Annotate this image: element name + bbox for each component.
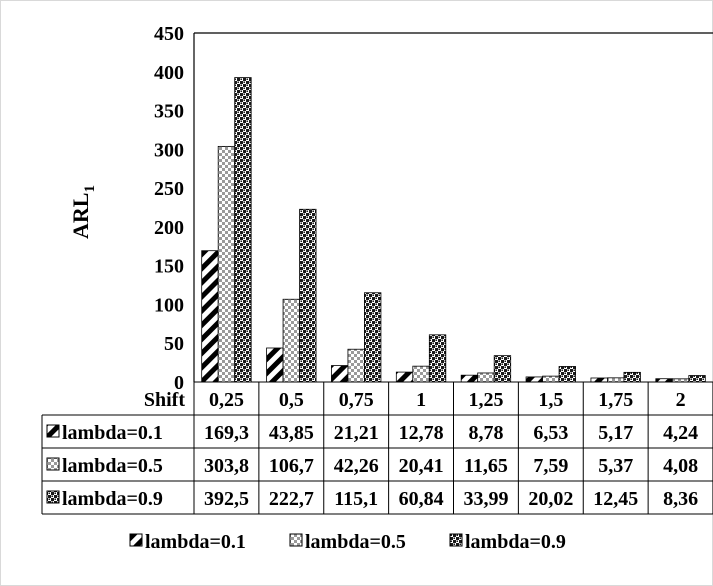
table-row-swatch bbox=[46, 424, 60, 438]
bar-lambda-0-5 bbox=[607, 377, 625, 383]
bar-lambda-0-1 bbox=[525, 376, 543, 383]
table-cell: 169,3 bbox=[204, 422, 249, 444]
bar-lambda-0-5 bbox=[542, 375, 560, 383]
bar-lambda-0-5 bbox=[477, 372, 495, 383]
category-label: 1,75 bbox=[598, 389, 633, 411]
bar-lambda-0-5 bbox=[217, 145, 236, 383]
bar-lambda-0-5 bbox=[282, 298, 300, 383]
table-cell: 20,02 bbox=[528, 488, 573, 510]
bar-lambda-0-1 bbox=[331, 365, 349, 383]
table-cell: 43,85 bbox=[269, 422, 314, 444]
table-row-label: lambda=0.9 bbox=[62, 488, 163, 510]
y-tick-label: 400 bbox=[154, 62, 184, 84]
bar-lambda-0-1 bbox=[460, 374, 479, 383]
table-cell: 8,36 bbox=[663, 488, 698, 510]
table-cell: 12,78 bbox=[399, 422, 444, 444]
y-axis-title-subscript: 1 bbox=[82, 185, 98, 193]
y-axis-title-main: ARL bbox=[68, 193, 93, 239]
table-cell: 4,24 bbox=[663, 422, 698, 444]
table-cell: 5,37 bbox=[598, 455, 633, 477]
table-cell: 21,21 bbox=[334, 422, 379, 444]
table-cell: 6,53 bbox=[533, 422, 568, 444]
y-tick-label: 450 bbox=[154, 23, 184, 45]
table-row-swatch bbox=[46, 457, 60, 471]
y-tick-labels: 0 50 100 150 200 250 300 350 400 450 bbox=[154, 23, 184, 394]
y-tick-label: 50 bbox=[164, 333, 184, 355]
y-tick-label: 0 bbox=[174, 372, 184, 394]
bars bbox=[201, 77, 706, 383]
y-axis-title: ARL1 bbox=[68, 185, 98, 239]
legend-label: lambda=0.1 bbox=[145, 531, 246, 553]
bar-lambda-0-1 bbox=[201, 250, 219, 383]
table-cell: 106,7 bbox=[269, 455, 314, 477]
y-tick-label: 100 bbox=[154, 294, 184, 316]
table-cell: 392,5 bbox=[204, 488, 249, 510]
table-cell: 115,1 bbox=[334, 488, 378, 510]
table-cell: 12,45 bbox=[593, 488, 638, 510]
category-label: 0,75 bbox=[339, 389, 374, 411]
axes bbox=[193, 32, 713, 382]
table-cell: 42,26 bbox=[334, 455, 379, 477]
category-label: 1 bbox=[416, 389, 426, 411]
legend-label: lambda=0.5 bbox=[305, 531, 406, 553]
bar-lambda-0-5 bbox=[412, 365, 430, 383]
data-table: Shift 0,25 0,5 0,75 1 1,25 1,5 1,75 2 lambda=0.1 1… bbox=[41, 381, 713, 515]
category-label: 2 bbox=[676, 389, 686, 411]
table-row-swatch bbox=[46, 490, 60, 504]
table-cell: 303,8 bbox=[204, 455, 249, 477]
table-cell: 11,65 bbox=[464, 455, 508, 477]
bar-lambda-0-1 bbox=[590, 377, 608, 383]
bar-lambda-0-9 bbox=[428, 334, 447, 383]
bar-lambda-0-9 bbox=[493, 355, 512, 383]
category-label: 0,5 bbox=[279, 389, 304, 411]
table-cell: 4,08 bbox=[663, 455, 698, 477]
bar-lambda-0-9 bbox=[558, 366, 576, 383]
table-row-label: lambda=0.5 bbox=[62, 455, 163, 477]
table-cell: 222,7 bbox=[269, 488, 314, 510]
bar-lambda-0-1 bbox=[266, 347, 284, 383]
table-cell: 33,99 bbox=[463, 488, 508, 510]
bar-lambda-0-9 bbox=[688, 375, 706, 383]
legend-label: lambda=0.9 bbox=[465, 531, 566, 553]
x-axis-header: Shift bbox=[144, 389, 185, 411]
bar-lambda-0-1 bbox=[395, 371, 414, 383]
y-tick-label: 250 bbox=[154, 178, 184, 200]
table-cell: 60,84 bbox=[399, 488, 444, 510]
legend-swatch bbox=[449, 533, 463, 547]
bar-lambda-0-9 bbox=[364, 292, 382, 383]
y-tick-label: 350 bbox=[154, 101, 184, 123]
bar-lambda-0-9 bbox=[623, 371, 641, 383]
y-tick-label: 150 bbox=[154, 256, 184, 278]
table-cell: 7,59 bbox=[533, 455, 568, 477]
y-tick-label: 200 bbox=[154, 217, 184, 239]
bar-lambda-0-9 bbox=[234, 77, 252, 383]
table-cell: 5,17 bbox=[598, 422, 633, 444]
bar-lambda-0-9 bbox=[299, 208, 317, 383]
category-label: 1,25 bbox=[468, 389, 503, 411]
legend: lambda=0.1 lambda=0.5 lambda=0.9 bbox=[129, 531, 566, 553]
bar-lambda-0-5 bbox=[347, 348, 365, 383]
legend-swatch bbox=[129, 533, 143, 547]
table-cell: 8,78 bbox=[468, 422, 503, 444]
category-label: 1,5 bbox=[538, 389, 563, 411]
table-row-label: lambda=0.1 bbox=[62, 422, 163, 444]
category-label: 0,25 bbox=[209, 389, 244, 411]
legend-swatch bbox=[289, 533, 303, 547]
y-tick-label: 300 bbox=[154, 139, 184, 161]
table-cell: 20,41 bbox=[399, 455, 444, 477]
